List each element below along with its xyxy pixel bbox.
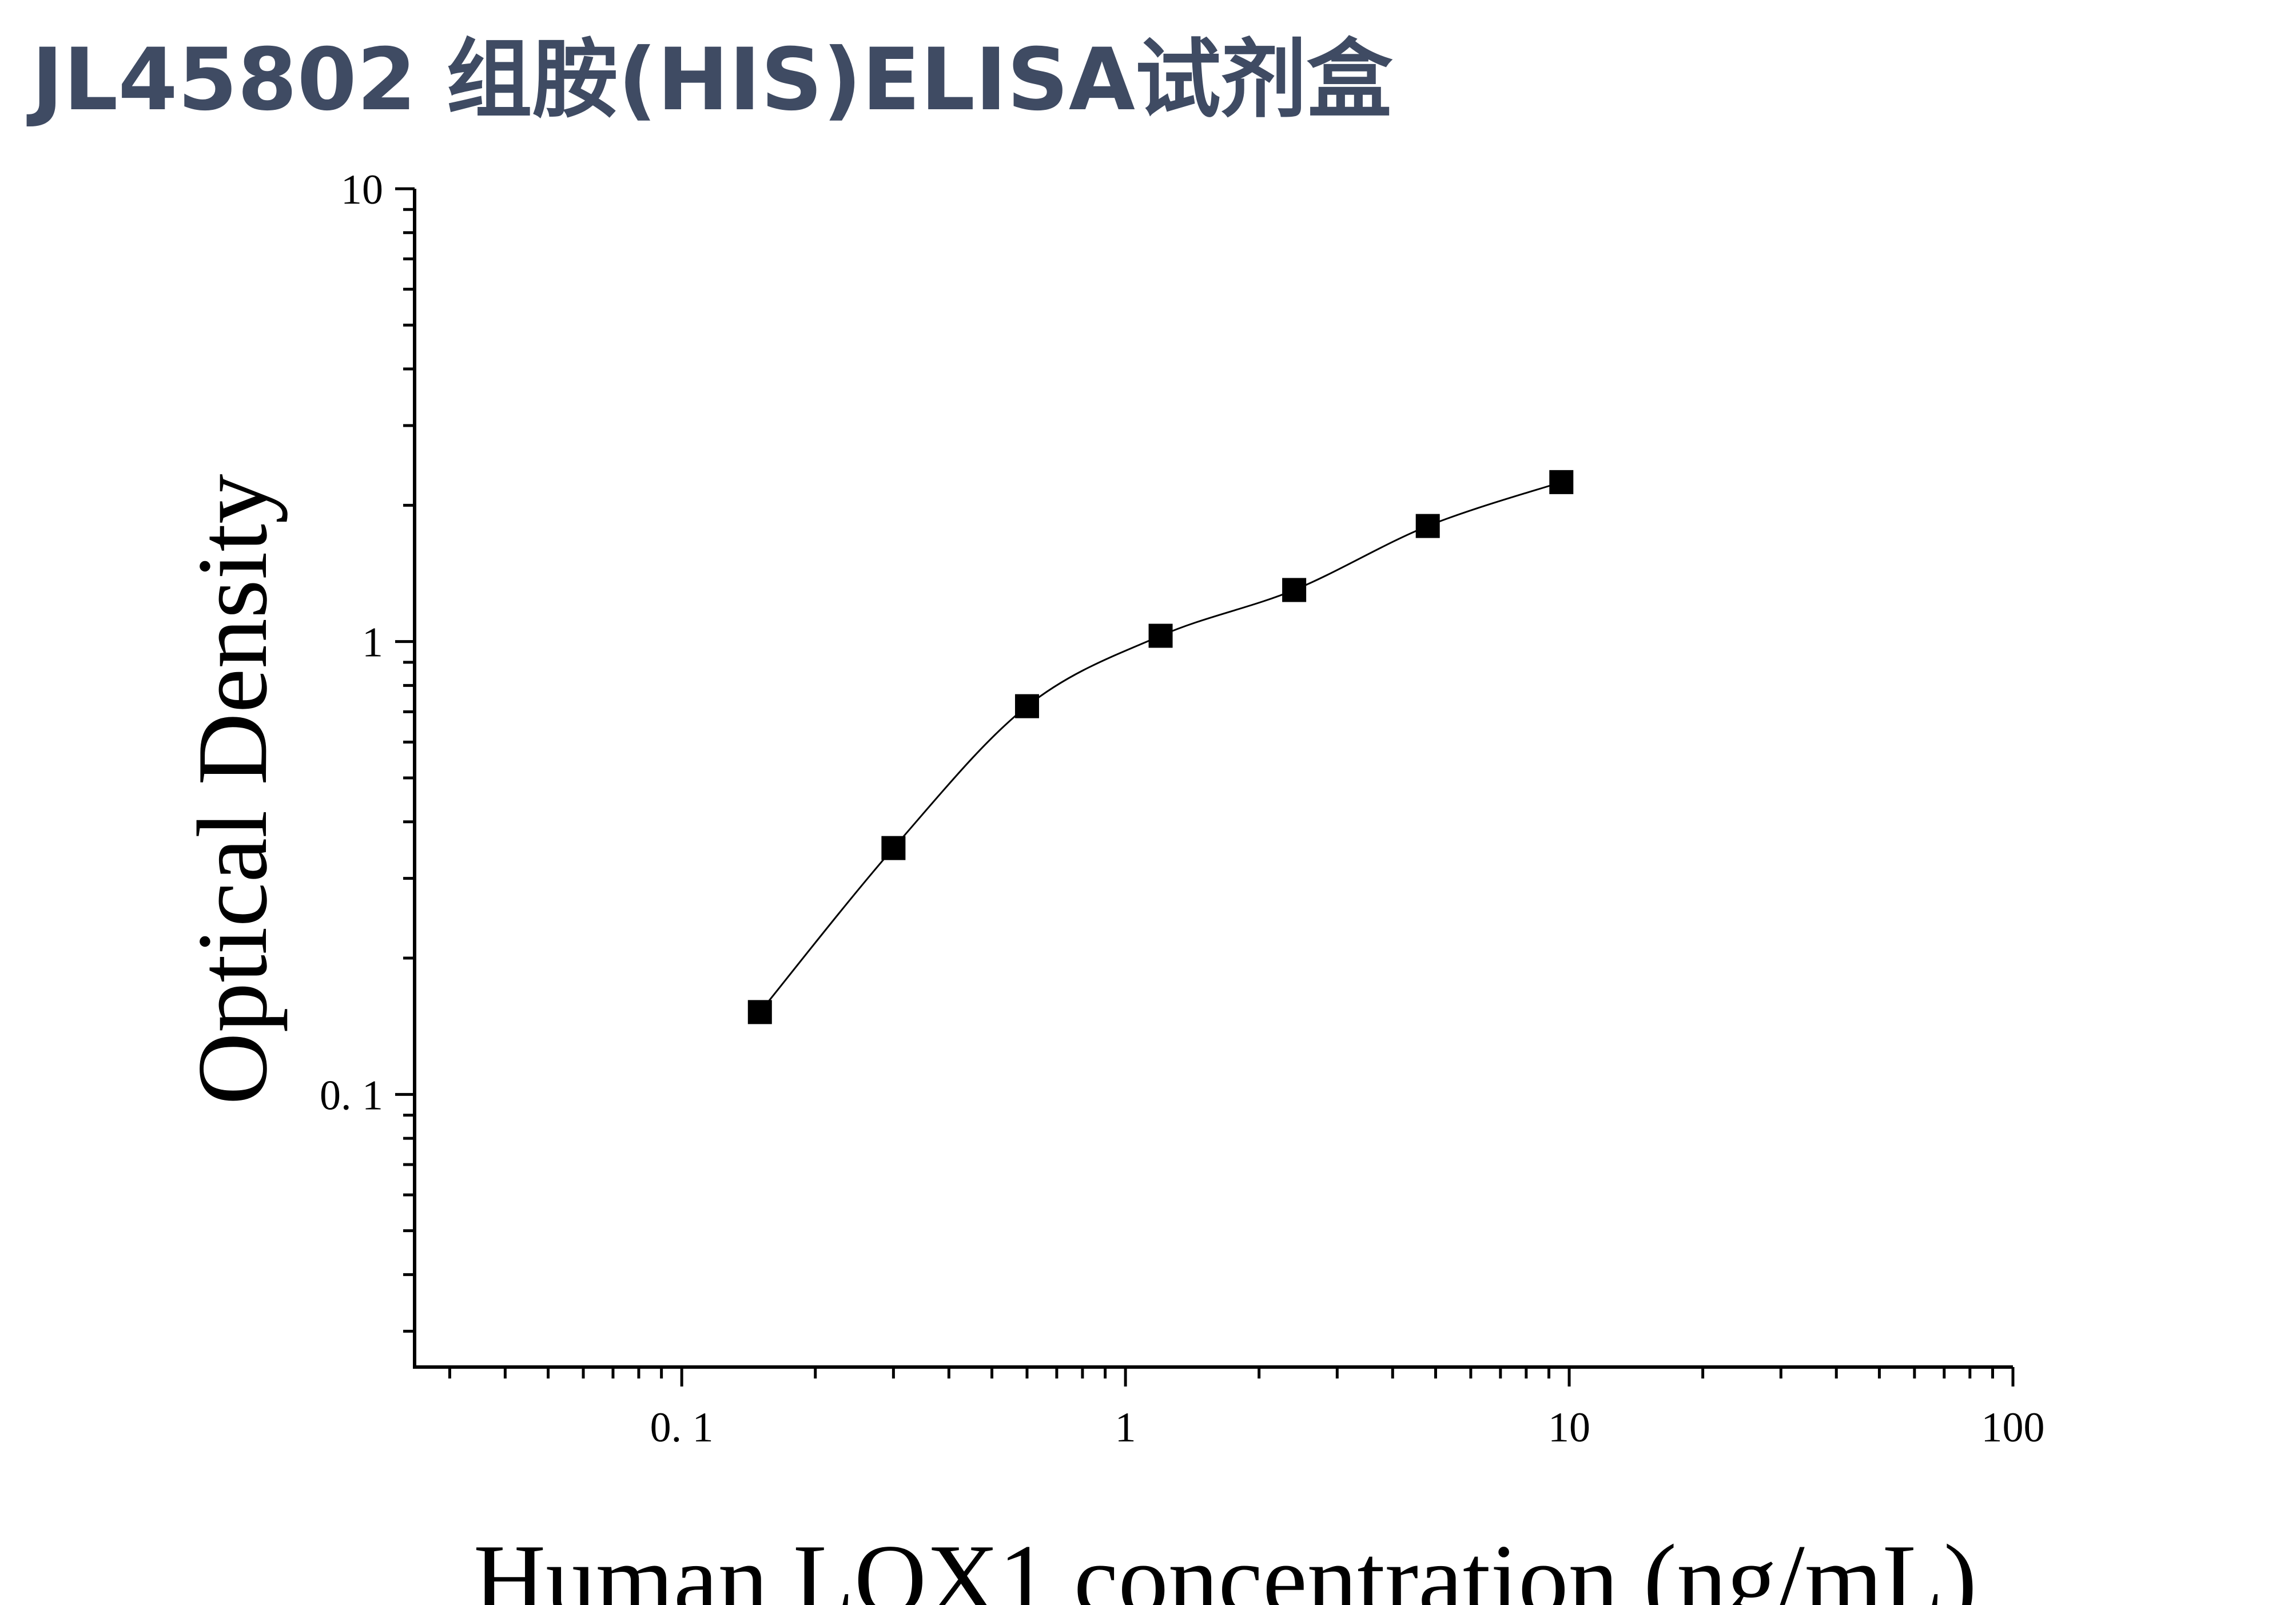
page-title: JL45802 组胺(HIS)ELISA试剂盒 [31, 30, 1392, 130]
data-point [1415, 514, 1440, 538]
data-point [881, 836, 906, 860]
x-axis-ticks: 0. 1 1 10 100 [448, 1367, 2045, 1451]
fit-curve-layer [759, 481, 1562, 1013]
y-tick-label: 1 [362, 619, 383, 666]
data-point [1282, 578, 1307, 602]
fit-curve [759, 481, 1562, 1013]
x-tick-label: 10 [1548, 1404, 1590, 1451]
data-point [1148, 623, 1173, 648]
data-points [747, 470, 1574, 1024]
data-point [1549, 470, 1574, 494]
x-tick-label: 1 [1115, 1404, 1136, 1451]
y-tick-label: 10 [341, 166, 383, 213]
x-tick-label: 0. 1 [650, 1404, 714, 1451]
y-axis-ticks: 0. 1 1 10 [320, 166, 415, 1333]
y-tick-label: 0. 1 [320, 1072, 383, 1119]
axes [413, 189, 2013, 1369]
x-tick-label: 100 [1981, 1404, 2045, 1451]
y-axis-title: Optical Density [177, 474, 288, 1105]
x-axis-title: Human LOX1 concentration (ng/mL) [473, 1524, 1977, 1605]
data-point [1014, 694, 1039, 718]
data-point [747, 1000, 772, 1024]
